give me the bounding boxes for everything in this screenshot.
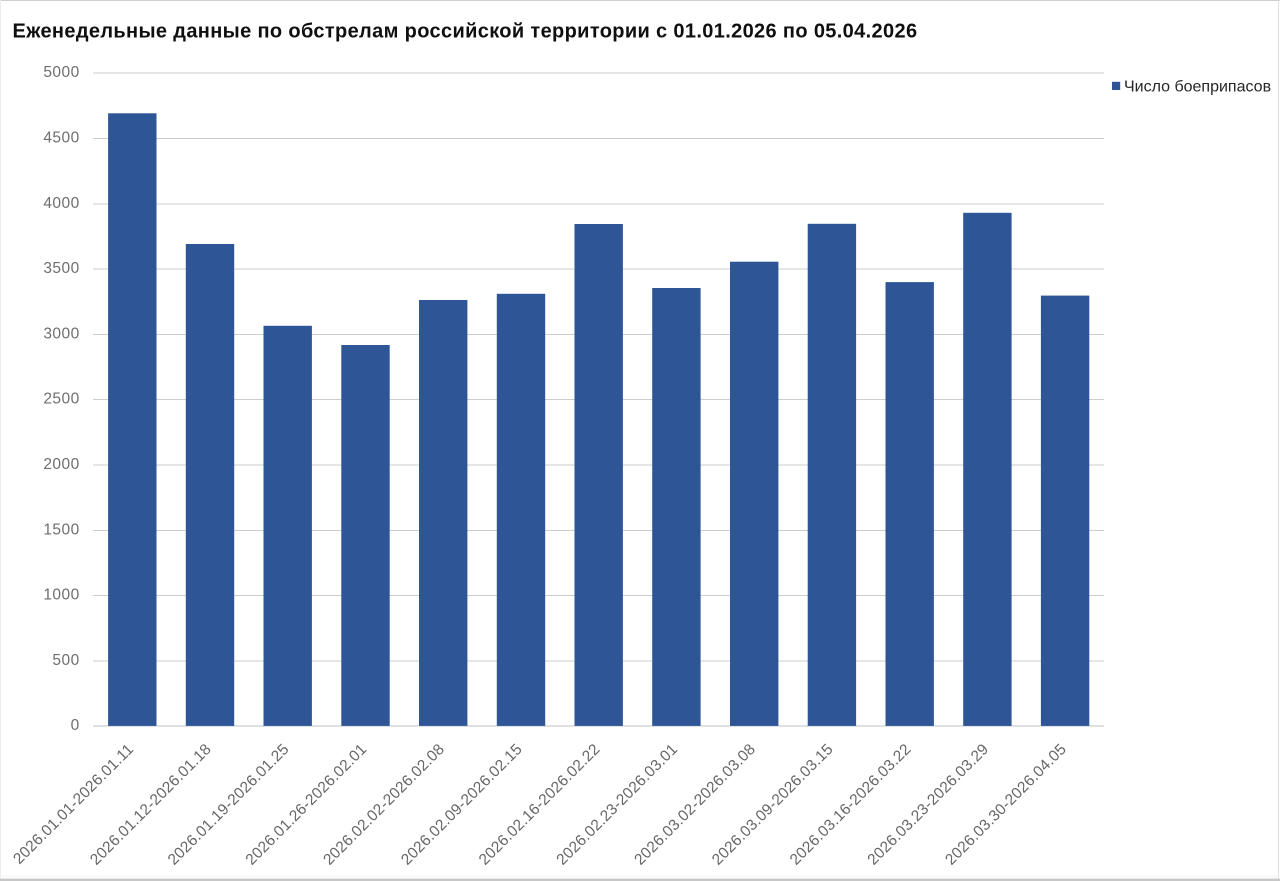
svg-text:2000: 2000 xyxy=(43,456,79,473)
svg-text:3000: 3000 xyxy=(43,325,79,342)
svg-text:0: 0 xyxy=(71,717,80,734)
svg-text:3500: 3500 xyxy=(43,260,79,277)
svg-text:Число боеприпасов: Число боеприпасов xyxy=(1124,78,1271,95)
svg-text:4500: 4500 xyxy=(43,130,79,147)
svg-text:4000: 4000 xyxy=(43,195,79,212)
svg-text:5000: 5000 xyxy=(43,64,79,81)
svg-text:2500: 2500 xyxy=(43,391,79,408)
svg-text:1000: 1000 xyxy=(43,587,79,604)
svg-text:500: 500 xyxy=(52,652,79,669)
svg-text:1500: 1500 xyxy=(43,521,79,538)
svg-text:Еженедельные данные по обстрел: Еженедельные данные по обстрелам российс… xyxy=(13,21,918,43)
